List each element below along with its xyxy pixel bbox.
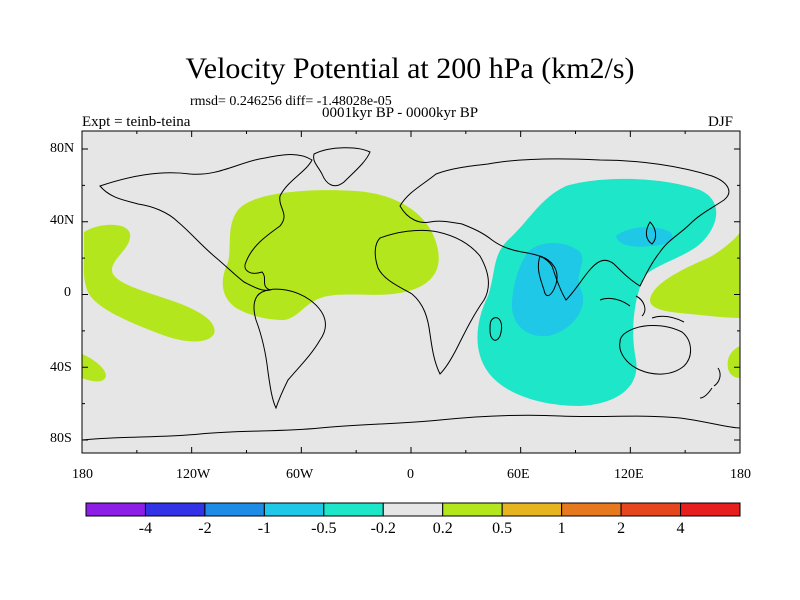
colorbar-label: -0.5 [311, 520, 337, 537]
x-tick-label-180e: 180 [730, 467, 751, 482]
colorbar-swatch [85, 502, 146, 517]
x-tick-label-120e: 120E [614, 467, 644, 482]
x-tick-label-60w: 60W [286, 467, 314, 482]
colorbar-label: 0.5 [492, 520, 513, 537]
colorbar-swatch [323, 502, 384, 517]
season-label: DJF [708, 114, 734, 130]
colorbar-swatch [561, 502, 622, 517]
negative-core-japan [616, 227, 673, 247]
period-label: 0001kyr BP - 0000kyr BP [322, 105, 479, 121]
coast-north-america [99, 154, 313, 291]
coastlines [82, 147, 740, 441]
experiment-label: Expt = teinb-teina [82, 114, 191, 130]
coast-japan [645, 221, 657, 245]
colorbar [85, 502, 741, 517]
map-title: Velocity Potential at 200 hPa (km2/s) [185, 52, 635, 85]
negative-core-india [512, 243, 584, 337]
colorbar-swatch [442, 502, 503, 517]
coast-maritime-continent [599, 295, 685, 323]
colorbar-label: 2 [617, 520, 626, 537]
stats-label: rmsd= 0.246256 diff= -1.48028e-05 [190, 94, 392, 109]
colorbar-label: 4 [676, 520, 685, 537]
y-tick-label-80s: 80S [50, 431, 72, 446]
y-tick-label-40n: 40N [50, 213, 75, 228]
contour-fills [82, 147, 740, 441]
coast-new-zealand [699, 367, 721, 399]
colorbar-swatch [620, 502, 682, 517]
coast-madagascar [489, 317, 503, 341]
colorbar-label: -4 [138, 520, 153, 537]
positive-region-pacific-band [83, 224, 215, 342]
coast-africa [374, 229, 489, 375]
colorbar-swatch [382, 502, 444, 517]
x-tick-label-120w: 120W [176, 467, 211, 482]
plot-background [82, 131, 740, 453]
positive-region-atlantic [222, 190, 439, 320]
colorbar-label: -1 [257, 520, 272, 537]
positive-region-west-pacific [650, 232, 740, 318]
colorbar-swatch [263, 502, 325, 517]
colorbar-label: 1 [557, 520, 566, 537]
x-tick-label-60e: 60E [507, 467, 530, 482]
positive-region-southeast [727, 346, 740, 378]
colorbar-swatch [144, 502, 206, 517]
y-tick-label-80n: 80N [50, 141, 75, 156]
colorbar-swatch [204, 502, 265, 517]
x-tick-label-180w: 180 [72, 467, 93, 482]
colorbar-label: -2 [198, 520, 212, 537]
colorbar-swatch [680, 502, 741, 517]
colorbar-label: 0.2 [432, 520, 453, 537]
coast-greenland [313, 147, 371, 187]
coast-india [537, 255, 558, 297]
coast-australia [619, 325, 691, 375]
axis-ticks [81, 131, 741, 453]
positive-region-southwest [82, 354, 106, 382]
x-tick-label-0: 0 [407, 467, 414, 482]
coast-south-america [253, 288, 326, 410]
colorbar-swatch [501, 502, 563, 517]
y-tick-label-0: 0 [64, 285, 71, 300]
colorbar-label: -0.2 [370, 520, 396, 537]
coast-eurasia [399, 158, 730, 301]
coast-antarctica [82, 414, 740, 441]
y-tick-label-40s: 40S [50, 360, 72, 375]
